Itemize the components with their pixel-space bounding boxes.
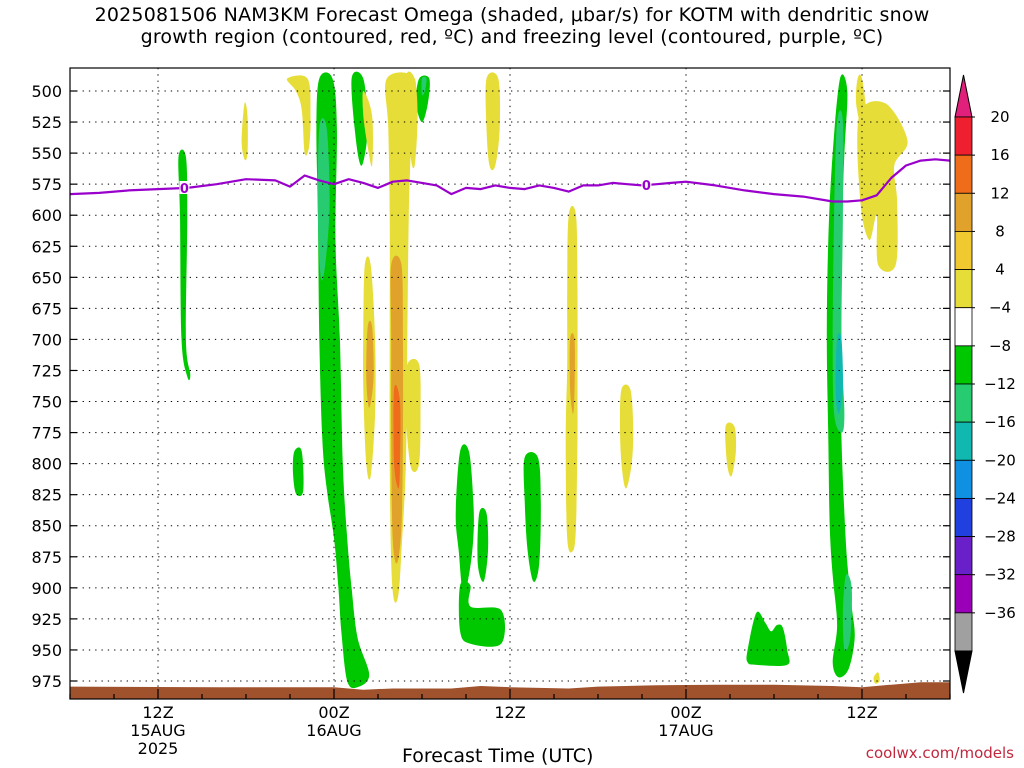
y-tick-label-875: 875 [31, 548, 62, 567]
colorbar-bin-8 [954, 421, 973, 461]
colorbar-bin-5 [954, 307, 973, 347]
omega-region-2 [316, 72, 370, 689]
y-tick-label-650: 650 [31, 268, 62, 287]
y-tick-label-950: 950 [31, 641, 62, 660]
omega-region-16 [241, 102, 248, 161]
freezing-level-label-bg-0 [179, 181, 190, 195]
x-tick-label-6: 12Z [142, 703, 173, 722]
colorbar-label-12: −32 [984, 566, 1016, 584]
x-tick-date-18: 16AUG [306, 721, 361, 740]
y-tick-label-775: 775 [31, 424, 62, 443]
omega-region-4 [415, 75, 430, 123]
omega-region-0 [178, 149, 191, 381]
colorbar-bin-10 [954, 498, 973, 537]
y-tick-label-675: 675 [31, 299, 62, 318]
y-tick-label-625: 625 [31, 237, 62, 256]
colorbar-label-13: −36 [984, 604, 1016, 622]
omega-region-25 [619, 384, 634, 489]
x-axis-label: Forecast Time (UTC) [402, 745, 594, 767]
x-tick-year-6: 2025 [138, 739, 179, 758]
colorbar-top-arrow [954, 74, 973, 118]
y-tick-label-575: 575 [31, 175, 62, 194]
omega-region-10 [826, 74, 855, 678]
credit-text: coolwx.com/models [865, 744, 1014, 762]
y-tick-label-975: 975 [31, 672, 62, 691]
omega-region-20 [405, 71, 418, 169]
y-tick-label-600: 600 [31, 206, 62, 225]
colorbar-bottom-arrow [954, 650, 973, 694]
omega-region-18 [362, 91, 373, 167]
omega-region-5 [455, 444, 474, 595]
omega-region-28 [857, 101, 908, 272]
colorbar-bin-12 [954, 574, 973, 614]
colorbar-label-4: 4 [995, 261, 1005, 279]
y-tick-label-925: 925 [31, 610, 62, 629]
y-tick-label-800: 800 [31, 455, 62, 474]
y-tick-label-700: 700 [31, 330, 62, 349]
colorbar-label-2: 12 [990, 184, 1009, 202]
x-tick-label-30: 12Z [494, 703, 525, 722]
freezing-level-label-1: 0 [642, 179, 651, 194]
colorbar-bin-6 [954, 345, 973, 385]
freezing-level-label-0: 0 [180, 182, 189, 197]
x-tick-label-42: 00Z [670, 703, 701, 722]
omega-region-23 [485, 72, 501, 171]
omega-region-32 [569, 333, 575, 414]
colorbar-label-0: 20 [990, 108, 1009, 126]
colorbar-label-6: −8 [989, 337, 1011, 355]
colorbar-label-9: −20 [984, 451, 1016, 469]
y-tick-label-900: 900 [31, 579, 62, 598]
colorbar-bin-3 [954, 231, 973, 270]
omega-region-17 [286, 75, 311, 156]
omega-region-29 [873, 672, 880, 684]
omega-region-15 [835, 333, 844, 414]
omega-region-22 [405, 358, 421, 473]
colorbar-bin-13 [954, 612, 973, 652]
x-tick-date-42: 17AUG [658, 721, 713, 740]
y-tick-label-850: 850 [31, 517, 62, 536]
omega-region-6 [458, 581, 506, 647]
colorbar-label-10: −24 [984, 489, 1016, 507]
colorbar-label-3: 8 [995, 222, 1005, 240]
colorbar-bin-11 [954, 536, 973, 576]
freezing-level-line [70, 158, 950, 203]
omega-region-30 [366, 320, 374, 408]
freezing-level-label-bg-1 [641, 178, 652, 192]
chart-title: 2025081506 NAM3KM Forecast Omega (shaded… [94, 4, 930, 48]
colorbar-label-1: 16 [990, 146, 1009, 164]
y-tick-label-825: 825 [31, 486, 62, 505]
omega-region-7 [477, 507, 489, 582]
colorbar-label-7: −12 [984, 375, 1016, 393]
omega-region-33 [393, 384, 401, 489]
colorbar-bin-7 [954, 383, 973, 423]
omega-region-9 [746, 611, 790, 667]
colorbar-bin-9 [954, 459, 973, 499]
colorbar-bin-1 [954, 154, 973, 194]
y-tick-label-725: 725 [31, 361, 62, 380]
y-tick-label-750: 750 [31, 393, 62, 412]
omega-region-14 [842, 574, 852, 652]
omega-region-8 [523, 452, 541, 582]
omega-region-26 [725, 422, 737, 477]
omega-region-11 [317, 118, 330, 281]
y-tick-label-500: 500 [31, 82, 62, 101]
omega-region-12 [421, 76, 427, 96]
x-tick-date-6: 15AUG [130, 721, 185, 740]
colorbar-bin-2 [954, 192, 973, 232]
colorbar-label-8: −16 [984, 413, 1016, 431]
x-tick-label-54: 12Z [846, 703, 877, 722]
x-tick-label-18: 00Z [318, 703, 349, 722]
y-tick-label-525: 525 [31, 113, 62, 132]
colorbar-label-5: −4 [989, 299, 1011, 317]
colorbar-bin-4 [954, 269, 973, 309]
colorbar-label-11: −28 [984, 528, 1016, 546]
colorbar-bin-0 [954, 116, 973, 156]
y-tick-label-550: 550 [31, 144, 62, 163]
omega-region-1 [292, 447, 304, 497]
